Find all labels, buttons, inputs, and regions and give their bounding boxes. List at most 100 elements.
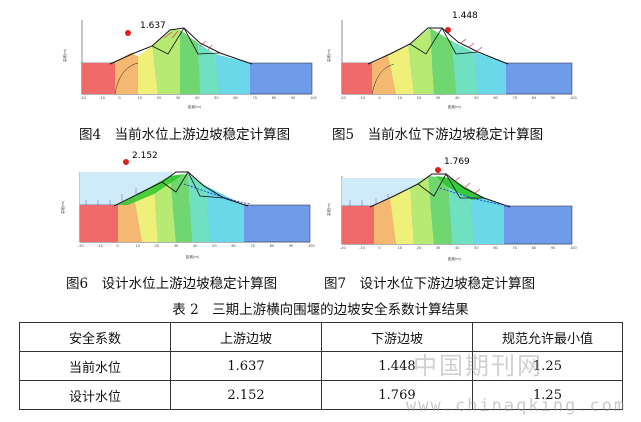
x-tick-label: 20	[417, 96, 421, 100]
svg-text:距离(m): 距离(m)	[186, 254, 200, 259]
figure-5-plot: 1.448 高程(m) 距离(m) -20 -10 0 10 20 30 40 50 60 70 8…	[326, 11, 577, 109]
x-tick-label: 0	[378, 246, 380, 250]
x-tick-label: 80	[532, 246, 536, 250]
x-tick-label: 70	[513, 96, 517, 100]
x-tick-label: 30	[436, 96, 440, 100]
x-tick-label: 100	[570, 96, 577, 100]
x-tick-label: -20	[340, 246, 346, 250]
svg-text:距离(m): 距离(m)	[188, 104, 202, 109]
x-tick-label: 70	[513, 246, 517, 250]
x-tick-label: 10	[398, 246, 402, 250]
header-cell: 安全系数	[19, 322, 171, 352]
x-tick-label: 30	[436, 246, 440, 250]
figure-7-caption: 图7 设计水位下游边坡稳定计算图	[324, 276, 536, 292]
x-tick-label: -20	[80, 96, 86, 100]
figure-4-caption: 图4 当前水位上游边坡稳定计算图	[79, 127, 291, 143]
figure-6: 2.152 高程(m) 距离(m) -20 -10 0 10 20 30 40 50 60 70 8…	[58, 148, 320, 266]
figure-5-safety-factor: 1.448	[452, 11, 478, 21]
x-tick-label: -10	[359, 96, 365, 100]
figure-4-x-ticks: -20 -10 0 10 20 30 40 50 60 70 80 90 100	[80, 96, 317, 100]
x-tick-label: 90	[291, 96, 295, 100]
figure-6-caption: 图6 设计水位上游边坡稳定计算图	[66, 276, 278, 292]
svg-text:高程(m): 高程(m)	[326, 48, 331, 62]
x-tick-label: 100	[310, 96, 317, 100]
table-cell: 设计水位	[19, 380, 171, 410]
watermark-url: www.chinaqking.com	[406, 396, 627, 416]
x-tick-label: 10	[138, 96, 142, 100]
x-tick-label: 10	[136, 244, 140, 248]
x-tick-label: 10	[398, 96, 402, 100]
figure-7-critical-center-dot	[435, 167, 441, 173]
x-tick-label: 40	[455, 246, 459, 250]
figure-6-safety-factor: 2.152	[132, 151, 158, 161]
x-tick-label: 40	[195, 96, 199, 100]
x-tick-label: -10	[97, 244, 103, 248]
x-tick-label: 50	[474, 96, 478, 100]
watermark-cn: 中国期刊网	[413, 352, 543, 380]
table-cell: 当前水位	[19, 351, 171, 381]
x-tick-label: 20	[157, 96, 161, 100]
svg-text:高程(m): 高程(m)	[60, 200, 65, 214]
x-tick-label: 40	[455, 96, 459, 100]
x-tick-label: 30	[176, 96, 180, 100]
table-row: 设计水位 2.152 1.769 1.25	[19, 380, 623, 410]
figure-5: 1.448 高程(m) 距离(m) -20 -10 0 10 20 30 40 50 60 70 8…	[324, 6, 586, 116]
x-tick-label: 0	[378, 96, 380, 100]
results-table: 安全系数 上游边坡 下游边坡 规范允许最小值 当前水位 1.637 1.448 …	[19, 322, 623, 410]
table-cell: 1.25	[472, 380, 623, 410]
x-tick-label: -20	[78, 244, 84, 248]
figure-7-safety-factor: 1.769	[444, 157, 470, 167]
x-tick-label: 60	[493, 96, 497, 100]
figure-5-caption: 图5 当前水位下游边坡稳定计算图	[332, 127, 544, 143]
header-cell: 下游边坡	[321, 322, 473, 352]
x-tick-label: -20	[340, 96, 346, 100]
x-tick-label: 100	[570, 246, 577, 250]
figure-5-x-ticks: -20 -10 0 10 20 30 40 50 60 70 80 90 100	[340, 96, 577, 100]
table-caption: 表 2 三期上游横向围堰的边坡安全系数计算结果	[172, 302, 469, 318]
figure-4: 1.637 高程(m) 距离(m) -20 -10 0 10 20 30 40 50 60 70 8…	[60, 6, 322, 116]
svg-text:高程(m): 高程(m)	[326, 202, 331, 216]
x-tick-label: 60	[231, 244, 235, 248]
x-tick-label: 50	[474, 246, 478, 250]
x-tick-label: 90	[551, 246, 555, 250]
x-tick-label: -10	[359, 246, 365, 250]
table-cell: 1.769	[321, 380, 473, 410]
figure-5-critical-center-dot	[445, 27, 451, 33]
x-tick-label: 40	[193, 244, 197, 248]
x-tick-label: 50	[214, 96, 218, 100]
table-cell: 1.448	[321, 351, 473, 381]
header-cell: 上游边坡	[170, 322, 322, 352]
figure-6-critical-center-dot	[123, 159, 129, 165]
table-cell: 1.637	[170, 351, 322, 381]
svg-text:距离(m): 距离(m)	[448, 256, 462, 261]
x-tick-label: 90	[551, 96, 555, 100]
x-tick-label: 80	[270, 244, 274, 248]
svg-text:高程(m): 高程(m)	[62, 48, 67, 62]
figure-6-plot: 2.152 高程(m) 距离(m) -20 -10 0 10 20 30 40 50 60 70 8…	[60, 151, 315, 259]
figure-6-x-ticks: -20 -10 0 10 20 30 40 50 60 70 80 90 100	[78, 244, 315, 248]
x-tick-label: 80	[532, 96, 536, 100]
x-tick-label: 60	[493, 246, 497, 250]
x-tick-label: 80	[272, 96, 276, 100]
x-tick-label: 60	[233, 96, 237, 100]
x-tick-label: 30	[174, 244, 178, 248]
figure-4-safety-factor: 1.637	[140, 21, 166, 31]
table-cell: 2.152	[170, 380, 322, 410]
x-tick-label: 0	[118, 96, 120, 100]
x-tick-label: 20	[155, 244, 159, 248]
figure-7-plot: 1.769 高程(m) 距离(m) -20 -10 0 10 20 30 40 50 60 70 8…	[326, 157, 577, 261]
x-tick-label: 50	[212, 244, 216, 248]
figure-4-plot: 1.637 高程(m) 距离(m) -20 -10 0 10 20 30 40 50 60 70 8…	[62, 20, 317, 109]
x-tick-label: 0	[116, 244, 118, 248]
figure-7-x-ticks: -20 -10 0 10 20 30 40 50 60 70 80 90 100	[340, 246, 577, 250]
x-tick-label: 70	[253, 96, 257, 100]
svg-text:距离(m): 距离(m)	[448, 104, 462, 109]
x-tick-label: -10	[99, 96, 105, 100]
table-header-row: 安全系数 上游边坡 下游边坡 规范允许最小值	[19, 322, 623, 352]
figure-4-critical-center-dot	[125, 30, 131, 36]
x-tick-label: 100	[308, 244, 315, 248]
x-tick-label: 20	[417, 246, 421, 250]
x-tick-label: 70	[251, 244, 255, 248]
figure-7: 1.769 高程(m) 距离(m) -20 -10 0 10 20 30 40 50 60 70 8…	[324, 150, 586, 266]
table-row: 当前水位 1.637 1.448 1.25	[19, 351, 623, 381]
